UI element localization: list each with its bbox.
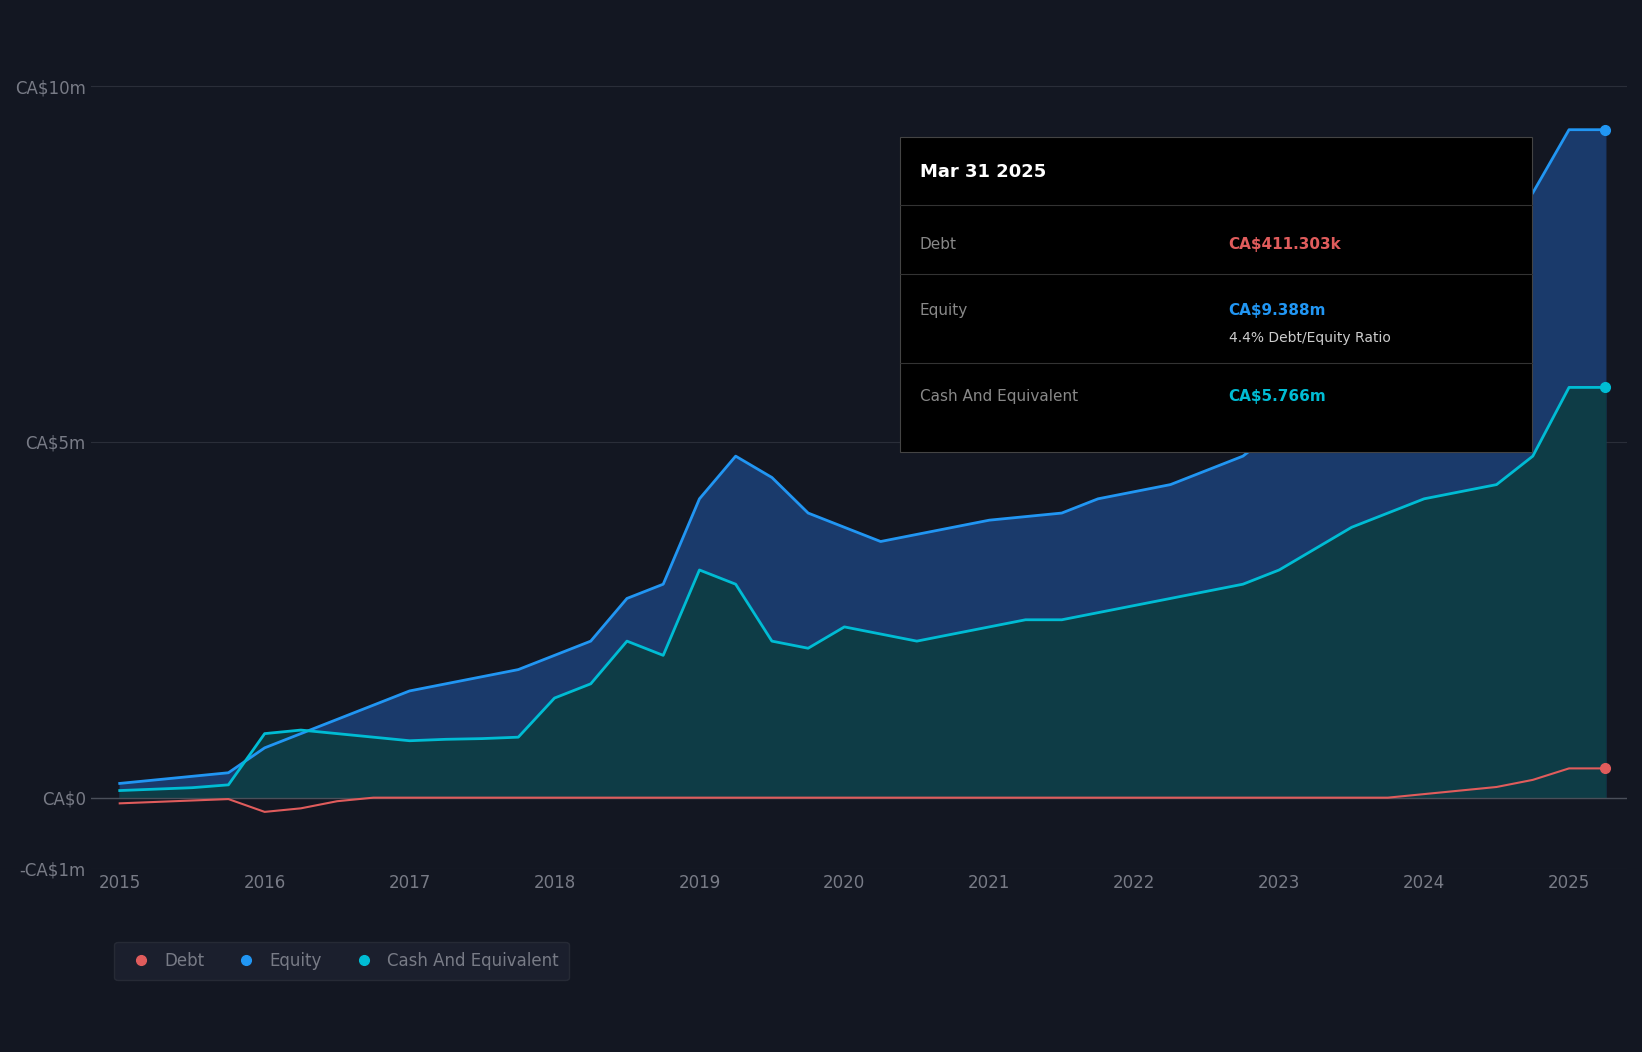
Text: Mar 31 2025: Mar 31 2025 [920,163,1046,181]
Text: 4.4% Debt/Equity Ratio: 4.4% Debt/Equity Ratio [1228,331,1391,345]
Text: Equity: Equity [920,303,967,318]
Text: CA$9.388m: CA$9.388m [1228,303,1327,318]
Text: Debt: Debt [920,237,957,251]
Text: CA$5.766m: CA$5.766m [1228,389,1327,404]
Text: Cash And Equivalent: Cash And Equivalent [920,389,1077,404]
Text: CA$411.303k: CA$411.303k [1228,237,1342,251]
Legend: Debt, Equity, Cash And Equivalent: Debt, Equity, Cash And Equivalent [115,942,568,980]
